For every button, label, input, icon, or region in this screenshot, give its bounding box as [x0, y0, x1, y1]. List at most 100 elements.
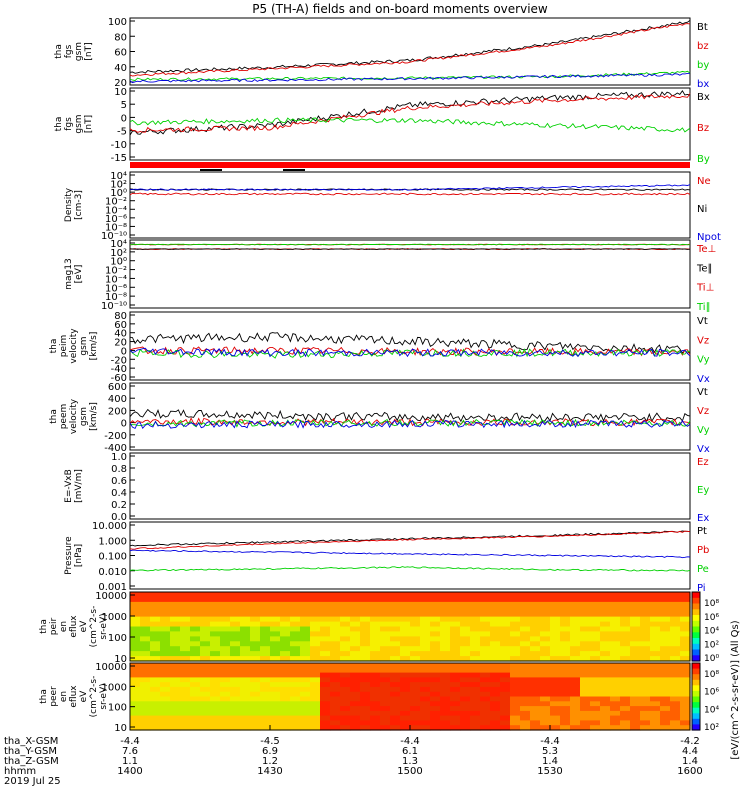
footer-value: 1430: [257, 766, 282, 777]
colorbar-cell: [692, 623, 700, 628]
footer-value: -4.5: [260, 736, 280, 747]
footer-value: 1600: [677, 766, 702, 777]
y-tick-label: 10: [114, 723, 127, 734]
y-axis-label: [nT]: [84, 115, 94, 133]
y-axis-label: velocity: [69, 398, 79, 434]
legend-entry: Vy: [697, 425, 710, 436]
y-tick-label: 0.6: [111, 476, 127, 487]
y-tick-label: 10: [114, 87, 127, 98]
colorbar-cell: [692, 640, 700, 645]
y-axis-label: [eV]: [74, 265, 84, 284]
panel-2: 10 5 0 -5 -10 -15 tha fgs gsm [nT] Bx Bz By: [54, 87, 710, 165]
plot-title: P5 (TH-A) fields and on-board moments ov…: [252, 2, 548, 16]
y-axis-label: (cm^2-s-: [89, 606, 99, 648]
y-tick-label: 10²: [110, 248, 127, 259]
y-tick-label: 10⁻²: [105, 266, 127, 277]
footer-row-label: tha_X-GSM: [4, 736, 58, 747]
colorbar-cell: [692, 652, 700, 656]
y-axis-label: tha: [49, 339, 59, 354]
y-tick-label: 600: [108, 382, 127, 393]
colorbar-cell: [692, 671, 700, 675]
series-line-Vy: [129, 348, 691, 359]
y-tick-label: 40: [114, 329, 127, 340]
y-axis-label: gsm: [79, 407, 89, 426]
y-tick-label: 10⁰: [110, 257, 127, 268]
panel-10: 10000 1000 100 10 tha peer en eflux eV (cm^2-s-sr…: [39, 662, 691, 734]
panel-frame: [129, 591, 691, 662]
footer-value: 7.6: [122, 746, 138, 757]
y-tick-label: 10⁻⁶: [105, 214, 127, 225]
colorbar-cell: [692, 707, 700, 712]
colorbar-cell: [692, 685, 700, 689]
y-tick-label: 0.4: [111, 488, 127, 499]
panel-frame: [129, 239, 691, 309]
y-tick-label: 1000: [102, 682, 127, 693]
y-axis-label: [nT]: [84, 42, 94, 60]
footer-value: 4.4: [682, 746, 698, 757]
y-tick-label: 0.8: [111, 464, 127, 475]
y-tick-label: 10⁻⁴: [105, 274, 127, 285]
y-tick-label: 0: [121, 419, 127, 430]
colorbar-cell: [692, 688, 700, 692]
legend-entry: Pb: [697, 545, 709, 556]
series-line-Npot: [129, 184, 691, 191]
legend-entry: Vy: [697, 355, 710, 366]
y-tick-label: 10⁻²: [105, 197, 127, 208]
colorbar-tick-label: 10⁰: [704, 654, 719, 664]
footer-value: 5.3: [542, 746, 558, 757]
colorbar-cell: [692, 677, 700, 681]
y-tick-label: -200: [104, 431, 127, 442]
colorbar-cell: [692, 638, 700, 642]
series-line-Pb: [129, 530, 690, 550]
panel-frame: [129, 311, 691, 381]
legend-entry: Vz: [697, 335, 709, 346]
series-line-bx: [129, 72, 691, 84]
y-axis-label: tha: [39, 619, 49, 634]
y-tick-label: -400: [104, 443, 127, 454]
y-tick-label: 0.0: [111, 512, 127, 523]
y-axis-label: tha: [39, 689, 49, 704]
panel-frame: [129, 87, 691, 161]
series-line-Ti∥: [130, 243, 691, 246]
footer-value: 1.4: [682, 756, 698, 767]
colorbar-cell: [692, 646, 700, 651]
y-tick-label: 100: [108, 633, 127, 644]
y-tick-label: 1.0: [111, 452, 127, 463]
y-tick-label: 80: [114, 311, 127, 322]
y-axis-label: Pressure: [64, 536, 74, 575]
y-axis-label: [cm-3]: [74, 190, 84, 220]
y-tick-label: 10²: [110, 180, 127, 191]
footer-value: -4.4: [120, 736, 140, 747]
legend-entry: Bt: [697, 22, 708, 33]
y-axis-label: fgs: [64, 44, 74, 58]
series-line-Pe: [129, 566, 691, 572]
y-tick-label: 5: [121, 100, 127, 111]
colorbar-frame: [691, 662, 701, 731]
colorbar-cell: [692, 615, 700, 619]
panel-frame: [129, 382, 691, 451]
series-line-Te∥: [129, 248, 691, 250]
y-tick-label: 0.010: [98, 567, 127, 578]
y-axis-label: eflux: [69, 615, 79, 638]
legend-entry: Ti⊥: [696, 283, 714, 294]
y-tick-label: -5: [117, 127, 127, 138]
legend-entry: Pe: [697, 564, 709, 575]
flag-marker: [283, 169, 305, 171]
panel-1: 100 80 60 40 20 tha fgs gsm [nT] Bt bz by bx: [54, 17, 709, 90]
y-tick-label: 10⁻⁸: [105, 222, 127, 233]
y-tick-label: 1.000: [98, 536, 127, 547]
legend-entry: by: [697, 60, 709, 71]
y-axis-label: fgs: [64, 117, 74, 131]
y-tick-label: 10⁻¹⁰: [101, 301, 127, 312]
colorbar-tick-label: 10⁶: [704, 613, 719, 623]
y-axis-label: peim: [59, 335, 69, 358]
footer-value: 1.1: [122, 756, 138, 767]
colorbar-cell: [692, 658, 700, 662]
y-tick-label: 10.000: [92, 521, 127, 532]
legend-entry: Ne: [697, 176, 711, 187]
series-line-By: [129, 117, 691, 133]
colorbar-cell: [692, 617, 700, 622]
